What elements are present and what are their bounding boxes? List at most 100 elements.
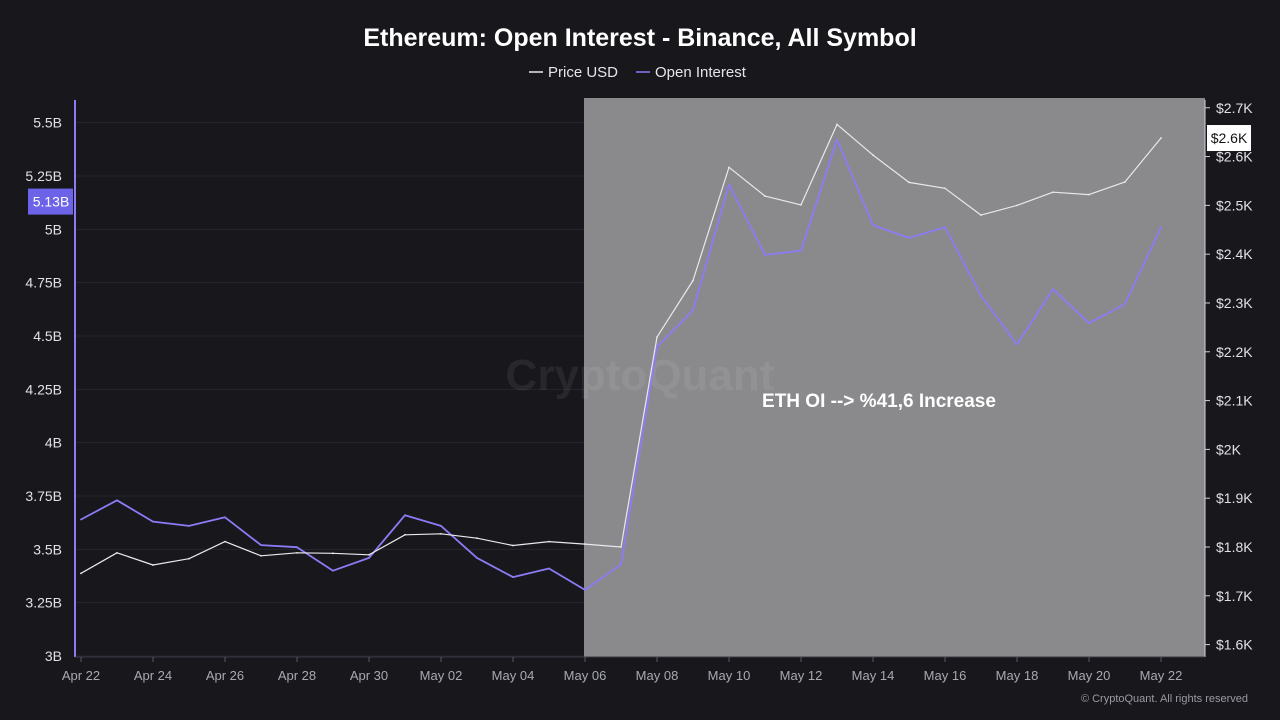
legend-label-open-interest[interactable]: Open Interest: [655, 64, 747, 81]
left-tick-label: 5.25B: [25, 168, 62, 184]
data-point-open-interest: [260, 544, 262, 546]
data-point-open-interest: [944, 226, 946, 229]
data-point-open-interest: [548, 567, 550, 570]
left-tick-label: 3.75B: [25, 488, 62, 504]
data-point-open-interest: [1052, 288, 1054, 290]
data-point-price-usd: [116, 551, 118, 554]
right-tick-label: $1.7K: [1216, 588, 1253, 604]
legend-label-price[interactable]: Price USD: [548, 64, 618, 81]
right-tick-label: $2.1K: [1216, 393, 1253, 409]
left-tick-label: 5B: [45, 221, 62, 237]
data-point-price-usd: [872, 154, 874, 157]
x-tick-label: Apr 26: [206, 668, 244, 683]
data-point-open-interest: [152, 520, 154, 523]
left-value-badge-label: 5.13B: [33, 194, 70, 210]
data-point-price-usd: [944, 187, 946, 190]
data-point-open-interest: [188, 524, 190, 527]
right-tick-label: $1.9K: [1216, 490, 1253, 506]
data-point-open-interest: [836, 138, 838, 141]
data-point-price-usd: [440, 532, 442, 535]
data-point-price-usd: [1088, 193, 1090, 196]
credit-text: © CryptoQuant. All rights reserved: [1081, 693, 1248, 705]
data-point-price-usd: [1016, 204, 1018, 207]
data-point-price-usd: [836, 123, 838, 126]
left-tick-label: 4B: [45, 435, 62, 451]
right-value-badge: [1207, 125, 1251, 152]
data-point-price-usd: [224, 540, 226, 543]
data-point-open-interest: [908, 236, 910, 239]
data-point-price-usd: [512, 544, 514, 547]
data-point-price-usd: [476, 537, 478, 540]
x-tick-label: Apr 22: [62, 668, 100, 683]
data-point-open-interest: [296, 546, 298, 549]
left-tick-label: 3B: [45, 648, 62, 664]
data-point-price-usd: [764, 195, 766, 197]
data-point-open-interest: [224, 516, 226, 519]
x-tick-label: May 04: [492, 668, 535, 683]
data-point-open-interest: [800, 249, 802, 252]
x-tick-label: May 08: [636, 668, 679, 683]
data-point-price-usd: [188, 557, 190, 560]
x-tick-label: May 16: [924, 668, 967, 683]
data-point-price-usd: [260, 554, 262, 557]
data-point-open-interest: [1160, 226, 1162, 229]
data-point-open-interest: [764, 254, 766, 256]
x-tick-label: May 18: [996, 668, 1039, 683]
data-point-price-usd: [800, 203, 802, 206]
right-tick-label: $2.6K: [1216, 149, 1253, 165]
data-point-open-interest: [512, 576, 514, 578]
data-point-open-interest: [368, 556, 370, 559]
data-point-price-usd: [1160, 137, 1162, 139]
right-tick-label: $2K: [1216, 441, 1242, 457]
data-point-price-usd: [620, 546, 622, 548]
data-point-price-usd: [908, 181, 910, 184]
right-tick-label: $2.7K: [1216, 100, 1253, 116]
x-tick-label: Apr 30: [350, 668, 388, 683]
right-tick-label: $1.8K: [1216, 539, 1253, 555]
data-point-price-usd: [80, 572, 82, 575]
data-point-open-interest: [116, 499, 118, 502]
left-tick-label: 3.5B: [33, 541, 62, 557]
data-point-price-usd: [332, 552, 334, 555]
annotation-text: ETH OI --> %41,6 Increase: [762, 391, 996, 412]
data-point-open-interest: [80, 518, 82, 521]
data-point-price-usd: [152, 564, 154, 566]
axis-badges: 5.13B $2.6K: [28, 125, 1251, 215]
data-point-open-interest: [872, 224, 874, 226]
x-tick-label: May 22: [1140, 668, 1183, 683]
left-tick-label: 4.75B: [25, 275, 62, 291]
series-layer: [80, 123, 1162, 591]
left-axis-ticks: 3B 3.25B 3.5B 3.75B 4B 4.25B 4.5B 4.75B 5B 5.25B 5…: [25, 115, 62, 664]
legend[interactable]: Price USD Open Interest: [529, 64, 747, 81]
data-point-open-interest: [656, 345, 658, 348]
data-point-open-interest: [620, 563, 622, 566]
left-tick-label: 4.25B: [25, 381, 62, 397]
watermark: CryptoQuant: [506, 351, 775, 400]
x-tick-label: May 20: [1068, 668, 1111, 683]
data-point-price-usd: [368, 553, 370, 556]
data-point-open-interest: [1016, 343, 1018, 346]
left-tick-label: 4.5B: [33, 328, 62, 344]
data-point-open-interest: [1088, 322, 1090, 325]
x-tick-label: Apr 28: [278, 668, 316, 683]
data-point-price-usd: [404, 533, 406, 536]
data-point-open-interest: [1124, 303, 1126, 305]
data-point-open-interest: [980, 294, 982, 297]
right-tick-label: $2.5K: [1216, 197, 1253, 213]
left-tick-label: 3.25B: [25, 595, 62, 611]
chart-title: Ethereum: Open Interest - Binance, All S…: [363, 24, 916, 52]
data-point-price-usd: [296, 551, 298, 554]
data-point-open-interest: [692, 309, 694, 312]
data-point-price-usd: [584, 543, 586, 545]
x-tick-label: May 12: [780, 668, 823, 683]
right-axis-ticks: $1.6K $1.7K $1.8K $1.9K $2K $2.1K $2.2K $2.3K $2…: [1205, 100, 1253, 653]
data-point-price-usd: [1124, 181, 1126, 183]
data-point-open-interest: [584, 588, 586, 591]
data-point-price-usd: [548, 540, 550, 543]
right-tick-label: $2.2K: [1216, 344, 1253, 360]
left-value-badge: [28, 188, 73, 215]
x-axis-ticks: Apr 22 Apr 24 Apr 26 Apr 28 Apr 30 May 02 May …: [62, 657, 1182, 683]
x-tick-label: May 14: [852, 668, 895, 683]
x-tick-label: Apr 24: [134, 668, 172, 683]
